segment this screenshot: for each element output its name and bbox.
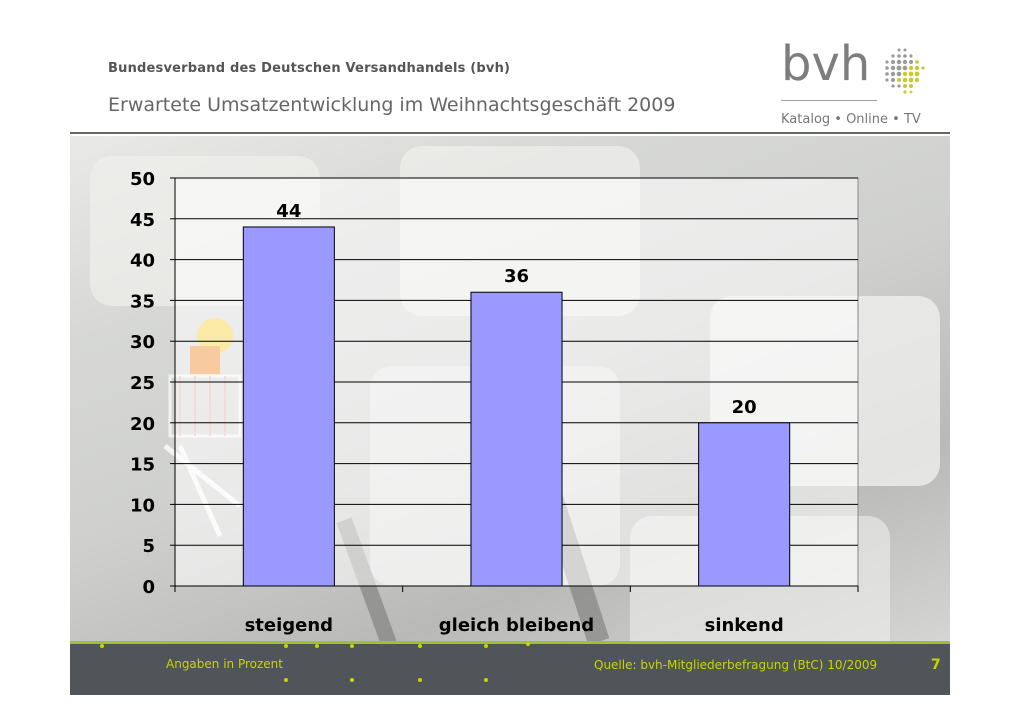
keyboard-background-photo xyxy=(70,136,950,644)
footer-dot xyxy=(350,678,354,682)
shopping-cart-photo-icon xyxy=(163,318,242,538)
footer-dot xyxy=(418,644,422,648)
footer-dot xyxy=(484,644,488,648)
footer-source: Quelle: bvh-Mitgliederbefragung (BtC) 10… xyxy=(594,658,878,672)
footer-dot xyxy=(418,678,422,682)
header-divider xyxy=(70,132,950,134)
logo-dot-mark-icon xyxy=(885,48,925,94)
footer-bar: Angaben in Prozent Quelle: bvh-Mitgliede… xyxy=(70,642,950,695)
footer-dot xyxy=(526,642,530,646)
footer-dot xyxy=(100,644,104,648)
footer-accent-line xyxy=(70,641,950,644)
slide-title: Erwartete Umsatzentwicklung im Weihnacht… xyxy=(108,94,676,116)
footer-dot xyxy=(350,644,354,648)
footer-dot xyxy=(315,644,319,648)
footer-note: Angaben in Prozent xyxy=(166,657,283,671)
footer-dot xyxy=(484,678,488,682)
organization-name: Bundesverband des Deutschen Versandhande… xyxy=(108,61,511,76)
footer-dot xyxy=(284,644,288,648)
logo-tagline: Katalog • Online • TV xyxy=(781,112,921,127)
page-number: 7 xyxy=(931,657,941,673)
logo-wordmark: bvh xyxy=(781,36,871,92)
footer-dot xyxy=(284,678,288,682)
bvh-logo: bvh Katalog • Online • TV xyxy=(781,40,931,132)
logo-divider xyxy=(781,100,877,101)
